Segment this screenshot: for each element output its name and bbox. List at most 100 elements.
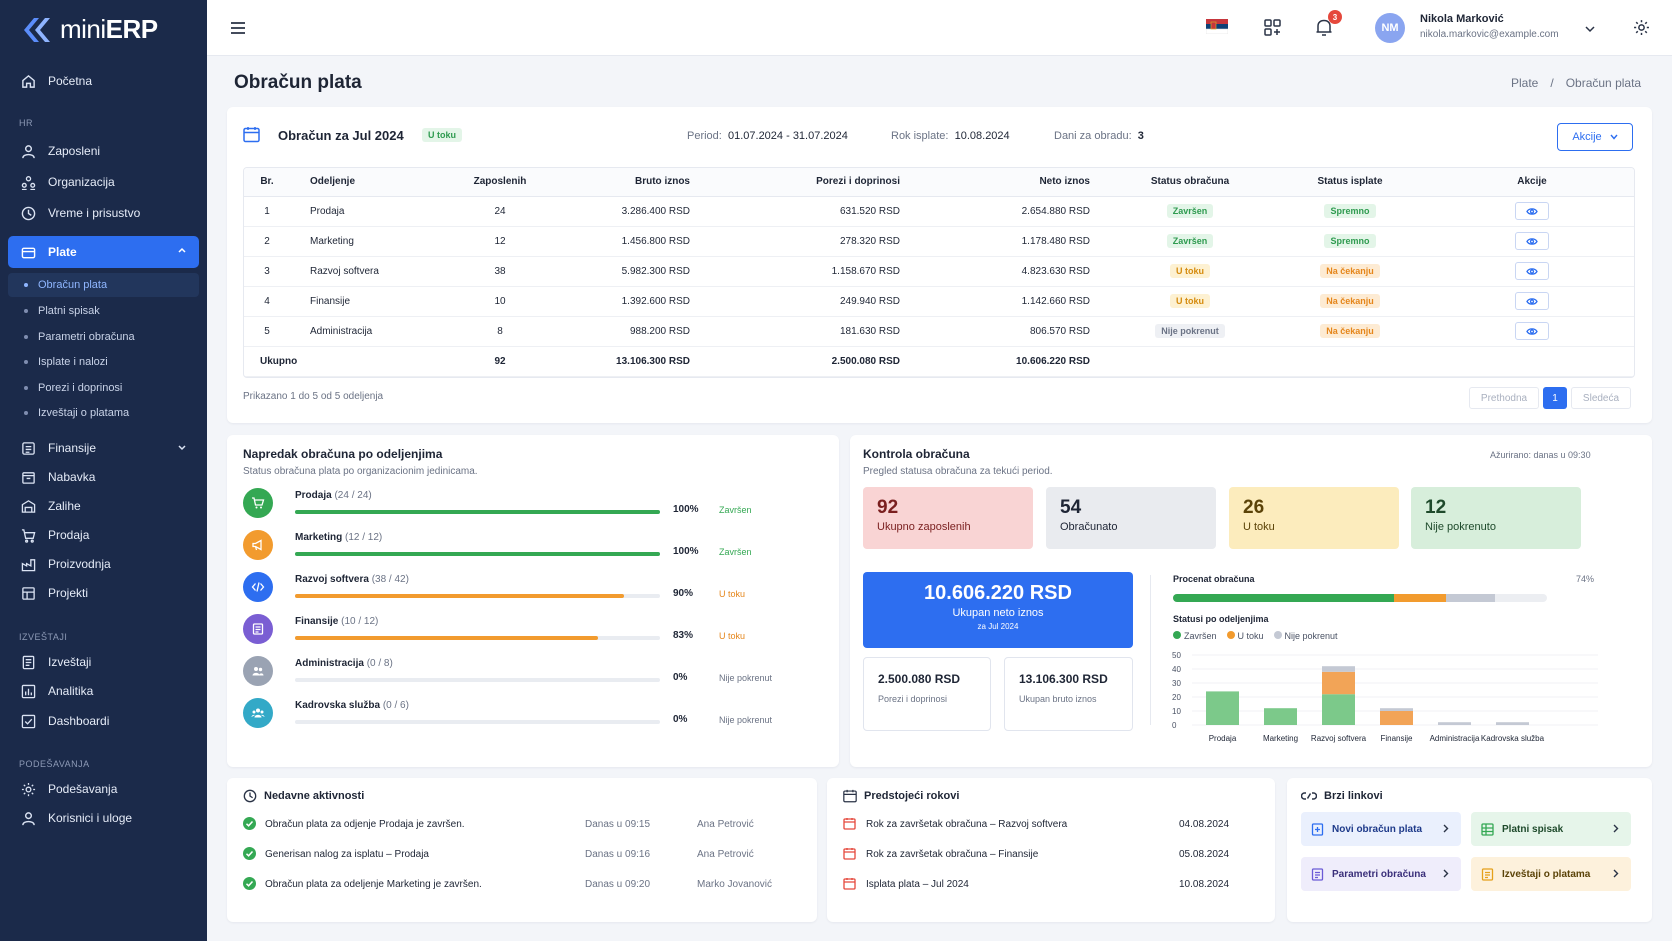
stat-value: 26: [1243, 497, 1265, 518]
sidebar-subitem-platni-spisak[interactable]: Platni spisak: [8, 299, 199, 323]
sidebar-item-plate[interactable]: Plate: [8, 236, 199, 268]
days-info: Dani za obradu: 3: [1054, 130, 1144, 142]
view-button[interactable]: [1515, 262, 1549, 280]
stat-value: 12: [1425, 497, 1447, 518]
sidebar-item-label: Proizvodnja: [48, 557, 111, 571]
stat-label: Nije pokrenuto: [1425, 521, 1496, 533]
prev-page-button[interactable]: Prethodna: [1469, 387, 1539, 409]
subitem-label: Izveštaji o platama: [38, 407, 130, 419]
progress-dept-name: Prodaja (24 / 24): [295, 490, 372, 501]
next-page-button[interactable]: Sledeća: [1571, 387, 1631, 409]
ledger-icon: [243, 614, 273, 644]
actions-dropdown-button[interactable]: Akcije: [1557, 123, 1633, 151]
user-icon: [20, 143, 36, 159]
percent-bar-not-started: [1446, 594, 1495, 602]
cell-no: 3: [244, 256, 290, 287]
activity-item[interactable]: Generisan nalog za isplatu – Prodaja Dana…: [243, 846, 783, 866]
deadlines-card: Predstojeći rokovi Rok za završetak obra…: [827, 778, 1275, 922]
activity-text: Generisan nalog za isplatu – Prodaja: [265, 849, 429, 860]
team-icon: [243, 698, 273, 728]
breadcrumb: Plate / Obračun plata: [1511, 76, 1641, 90]
quicklink-reports[interactable]: Izveštaji o platama: [1471, 857, 1631, 891]
deadline-item[interactable]: Rok za završetak obračuna – Finansije 05.…: [843, 846, 1263, 866]
avatar[interactable]: NM: [1375, 13, 1405, 43]
breadcrumb-link-plate[interactable]: Plate: [1511, 76, 1539, 90]
view-button[interactable]: [1515, 232, 1549, 250]
progress-status: U toku: [719, 631, 746, 641]
sidebar-subitem-porezi[interactable]: Porezi i doprinosi: [8, 376, 199, 400]
sidebar-item-proizvodnja[interactable]: Proizvodnja: [8, 549, 199, 579]
percent-label: Procenat obračuna: [1173, 574, 1255, 584]
sidebar-item-finansije[interactable]: Finansije: [8, 433, 199, 463]
sidebar-item-zaposleni[interactable]: Zaposleni: [8, 136, 199, 166]
progress-row: Razvoj softvera (38 / 42) 90% U toku: [243, 572, 783, 612]
tax-total-card: 2.500.080 RSD Porezi i doprinosi: [863, 657, 991, 731]
sidebar-item-korisnici[interactable]: Korisnici i uloge: [8, 803, 199, 833]
progress-percent: 83%: [673, 630, 694, 641]
hamburger-menu-icon[interactable]: [230, 21, 246, 35]
gear-icon[interactable]: [1633, 19, 1650, 36]
view-button[interactable]: [1515, 202, 1549, 220]
activity-item[interactable]: Obračun plata za odeljenje Marketing je …: [243, 876, 783, 896]
deadline-item[interactable]: Isplata plata – Jul 2024 10.08.2024: [843, 876, 1263, 896]
stat-value: 54: [1060, 497, 1082, 518]
bell-icon[interactable]: [1315, 18, 1333, 37]
check-circle-icon: [243, 877, 256, 890]
progress-percent: 90%: [673, 588, 694, 599]
deadline-item[interactable]: Rok za završetak obračuna – Razvoj softv…: [843, 816, 1263, 836]
gross-total-value: 13.106.300 RSD: [1019, 672, 1108, 686]
sidebar-subitem-isplate[interactable]: Isplate i nalozi: [8, 350, 199, 374]
apps-grid-icon[interactable]: [1264, 19, 1281, 36]
progress-percent: 0%: [673, 714, 688, 725]
calc-status-badge: Završen: [1166, 234, 1214, 248]
subitem-label: Parametri obračuna: [38, 331, 135, 343]
user-name[interactable]: Nikola Marković: [1420, 13, 1504, 25]
net-total-label: Ukupan neto iznos: [952, 607, 1044, 619]
sidebar-item-vreme[interactable]: Vreme i prisustvo: [8, 198, 199, 228]
view-button[interactable]: [1515, 292, 1549, 310]
sidebar-item-organizacija[interactable]: Organizacija: [8, 167, 199, 197]
view-button[interactable]: [1515, 322, 1549, 340]
chevron-down-icon: [178, 445, 186, 451]
subitem-label: Platni spisak: [38, 305, 100, 317]
status-badge: U toku: [422, 128, 462, 142]
quicklink-payslip[interactable]: Platni spisak: [1471, 812, 1631, 846]
x-tick-label: Razvoj softvera: [1311, 734, 1367, 743]
sidebar-item-prodaja[interactable]: Prodaja: [8, 520, 199, 550]
sidebar-subitem-obracun[interactable]: Obračun plata: [8, 273, 199, 297]
sidebar-item-projekti[interactable]: Projekti: [8, 578, 199, 608]
report-icon: [1481, 867, 1494, 881]
flag-serbia-icon[interactable]: [1206, 19, 1228, 34]
eye-icon: [1526, 327, 1538, 335]
cell-emp: 24: [440, 196, 560, 227]
quicklink-new-payroll[interactable]: Novi obračun plata: [1301, 812, 1461, 846]
page-1-button[interactable]: 1: [1543, 387, 1567, 409]
activity-user: Marko Jovanović: [697, 879, 773, 890]
col-header: Bruto iznos: [560, 168, 710, 197]
sidebar-subitem-parametri[interactable]: Parametri obračuna: [8, 325, 199, 349]
sidebar-item-label: Vreme i prisustvo: [48, 206, 141, 220]
sidebar-item-zalihe[interactable]: Zalihe: [8, 491, 199, 521]
cart-icon: [243, 488, 273, 518]
sidebar-subitem-izvestaji[interactable]: Izveštaji o platama: [8, 401, 199, 425]
cell-emp: 10: [440, 286, 560, 317]
activity-item[interactable]: Obračun plata za odjenje Prodaja je zavr…: [243, 816, 783, 836]
sidebar-item-home[interactable]: Početna: [8, 66, 199, 96]
quicklink-parameters[interactable]: Parametri obračuna: [1301, 857, 1461, 891]
progress-percent: 100%: [673, 504, 699, 515]
pay-status-badge: Na čekanju: [1320, 294, 1380, 308]
user-icon: [20, 810, 36, 826]
eye-icon: [1526, 237, 1538, 245]
grid-icon: [20, 585, 36, 601]
sidebar-item-analitika[interactable]: Analitika: [8, 676, 199, 706]
chevron-down-icon[interactable]: [1585, 25, 1595, 33]
sidebar-item-podesavanja[interactable]: Podešavanja: [8, 774, 199, 804]
sidebar-item-nabavka[interactable]: Nabavka: [8, 462, 199, 492]
total-label: Ukupno: [244, 346, 440, 377]
app-logo[interactable]: miniERP: [20, 14, 158, 45]
control-card: Kontrola obračuna Pregled statusa obraču…: [850, 435, 1652, 767]
table-body: 1 Prodaja 24 3.286.400 RSD 631.520 RSD 2.654.…: [244, 196, 1634, 347]
sidebar-item-izvestaji[interactable]: Izveštaji: [8, 647, 199, 677]
sidebar-item-dashboardi[interactable]: Dashboardi: [8, 706, 199, 736]
cell-tax: 631.520 RSD: [710, 196, 920, 227]
